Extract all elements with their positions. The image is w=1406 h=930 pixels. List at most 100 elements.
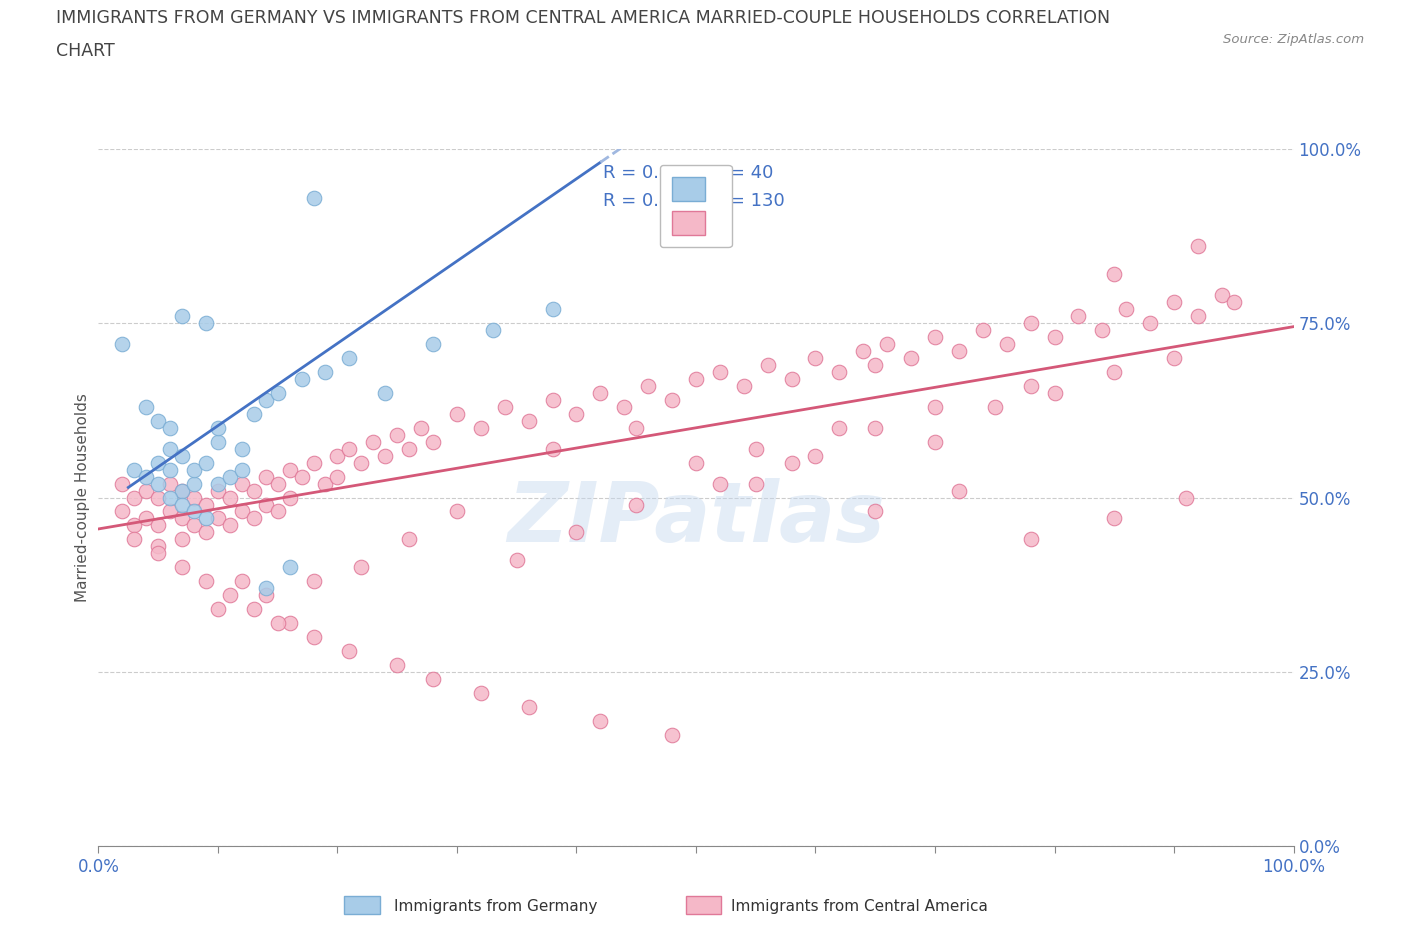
Point <box>159 462 181 477</box>
Point <box>517 699 540 714</box>
Point <box>315 365 337 379</box>
Point <box>422 671 444 686</box>
Point <box>124 532 146 547</box>
Point <box>589 713 612 728</box>
Point <box>254 580 277 596</box>
Point <box>924 434 946 449</box>
Point <box>661 727 683 742</box>
Point <box>756 358 779 373</box>
Point <box>828 365 851 379</box>
Point <box>626 420 648 435</box>
Point <box>124 462 146 477</box>
Point <box>148 490 170 505</box>
Point <box>1102 512 1125 526</box>
Point <box>219 490 242 505</box>
Point <box>339 351 360 365</box>
Point <box>995 337 1018 352</box>
Point <box>231 574 253 589</box>
Point <box>172 498 194 512</box>
Point <box>243 512 266 526</box>
Point <box>219 588 242 603</box>
Point <box>517 414 540 429</box>
Point <box>1102 365 1125 379</box>
Point <box>481 323 505 338</box>
Point <box>231 442 253 457</box>
Point <box>374 386 396 401</box>
Point <box>863 504 887 519</box>
Point <box>159 490 181 505</box>
Point <box>183 518 205 533</box>
Point <box>494 400 516 415</box>
Point <box>1163 295 1185 310</box>
Point <box>733 379 755 393</box>
Point <box>1091 323 1114 338</box>
Point <box>1115 301 1137 316</box>
Point <box>291 470 314 485</box>
Point <box>1067 309 1090 324</box>
Point <box>148 518 170 533</box>
Point <box>159 476 181 491</box>
Point <box>148 456 170 471</box>
Point <box>804 351 827 365</box>
Text: Source: ZipAtlas.com: Source: ZipAtlas.com <box>1223 33 1364 46</box>
Point <box>626 498 648 512</box>
Point <box>302 574 325 589</box>
Point <box>267 476 290 491</box>
Point <box>984 400 1007 415</box>
Text: IMMIGRANTS FROM GERMANY VS IMMIGRANTS FROM CENTRAL AMERICA MARRIED-COUPLE HOUSEH: IMMIGRANTS FROM GERMANY VS IMMIGRANTS FR… <box>56 9 1111 27</box>
Point <box>541 392 564 407</box>
Point <box>506 553 529 568</box>
Point <box>661 392 683 407</box>
Point <box>745 442 768 457</box>
Point <box>780 371 803 387</box>
Point <box>315 476 337 491</box>
Point <box>302 630 325 644</box>
Point <box>254 498 277 512</box>
Point <box>278 490 301 505</box>
Point <box>194 316 218 331</box>
Point <box>207 512 229 526</box>
Point <box>207 434 229 449</box>
Point <box>637 379 659 393</box>
Point <box>111 337 134 352</box>
Point <box>231 504 253 519</box>
Point <box>613 400 636 415</box>
Point <box>398 532 420 547</box>
Point <box>924 330 946 345</box>
Text: R = 0.415   N = 130: R = 0.415 N = 130 <box>603 193 785 210</box>
Point <box>1043 386 1066 401</box>
Point <box>1139 316 1161 331</box>
Point <box>422 434 444 449</box>
Point <box>1175 490 1198 505</box>
Point <box>1102 267 1125 282</box>
Point <box>326 470 349 485</box>
Point <box>1019 316 1042 331</box>
Point <box>363 434 385 449</box>
Point <box>863 420 887 435</box>
Point <box>254 392 277 407</box>
Point <box>172 448 194 463</box>
Point <box>254 470 277 485</box>
Point <box>183 490 205 505</box>
Point <box>541 301 564 316</box>
Point <box>278 560 301 575</box>
Point <box>194 498 218 512</box>
Point <box>278 462 301 477</box>
Point <box>231 462 253 477</box>
Point <box>685 456 707 471</box>
Text: R = 0.478   N = 40: R = 0.478 N = 40 <box>603 165 773 182</box>
Point <box>1019 379 1042 393</box>
Point <box>124 490 146 505</box>
FancyBboxPatch shape <box>686 896 721 914</box>
Point <box>302 456 325 471</box>
Point <box>565 406 588 421</box>
Point <box>291 371 314 387</box>
Point <box>326 448 349 463</box>
Text: Immigrants from Central America: Immigrants from Central America <box>731 899 988 914</box>
Point <box>1211 288 1233 303</box>
Point <box>194 512 218 526</box>
Point <box>541 442 564 457</box>
Point <box>924 400 946 415</box>
Point <box>183 476 205 491</box>
Point <box>267 616 290 631</box>
